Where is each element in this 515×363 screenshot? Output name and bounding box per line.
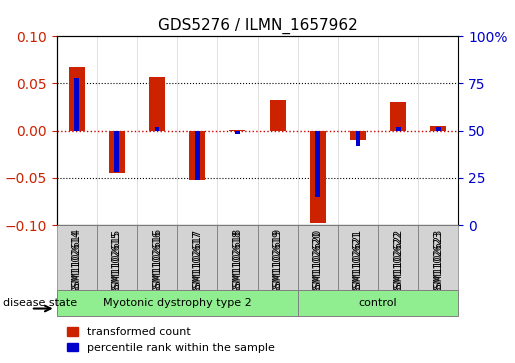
Text: GSM1102615: GSM1102615	[112, 230, 122, 295]
Text: GSM1102618: GSM1102618	[232, 230, 243, 295]
Text: GSM1102614: GSM1102614	[72, 230, 82, 295]
Text: GSM1102623: GSM1102623	[433, 230, 443, 295]
Bar	[390, 102, 406, 131]
Text: GSM1102622: GSM1102622	[393, 230, 403, 295]
Text: GSM1102623: GSM1102623	[433, 228, 443, 294]
Bar	[436, 127, 441, 131]
Text: control: control	[359, 298, 398, 308]
Bar	[269, 101, 286, 131]
Bar	[430, 126, 447, 131]
Text: GSM1102619: GSM1102619	[272, 228, 283, 293]
FancyBboxPatch shape	[137, 225, 177, 290]
Text: GSM1102614: GSM1102614	[72, 228, 82, 293]
Bar	[195, 131, 200, 180]
Text: GSM1102616: GSM1102616	[152, 230, 162, 295]
Bar	[109, 131, 125, 173]
Bar	[315, 131, 320, 197]
FancyBboxPatch shape	[57, 290, 298, 316]
Text: GSM1102617: GSM1102617	[192, 230, 202, 295]
Text: GSM1102617: GSM1102617	[192, 228, 202, 294]
FancyBboxPatch shape	[57, 225, 97, 290]
Text: GSM1102615: GSM1102615	[112, 228, 122, 294]
Text: GSM1102616: GSM1102616	[152, 228, 162, 293]
Bar	[229, 130, 246, 131]
FancyBboxPatch shape	[378, 225, 418, 290]
FancyBboxPatch shape	[338, 225, 378, 290]
FancyBboxPatch shape	[418, 225, 458, 290]
FancyBboxPatch shape	[298, 225, 338, 290]
Bar	[154, 127, 160, 131]
Bar	[68, 66, 85, 131]
Text: Myotonic dystrophy type 2: Myotonic dystrophy type 2	[103, 298, 251, 308]
Bar	[189, 131, 205, 180]
Text: GSM1102621: GSM1102621	[353, 230, 363, 295]
FancyBboxPatch shape	[298, 290, 458, 316]
Bar	[149, 77, 165, 131]
Legend: transformed count, percentile rank within the sample: transformed count, percentile rank withi…	[62, 323, 279, 358]
FancyBboxPatch shape	[258, 225, 298, 290]
Text: GSM1102622: GSM1102622	[393, 228, 403, 294]
Text: GSM1102620: GSM1102620	[313, 228, 323, 294]
Text: disease state: disease state	[3, 298, 77, 308]
Bar	[355, 131, 360, 146]
Bar	[310, 131, 326, 223]
Bar	[114, 131, 119, 172]
Bar	[235, 131, 240, 134]
FancyBboxPatch shape	[177, 225, 217, 290]
Text: GSM1102618: GSM1102618	[232, 228, 243, 293]
Bar	[396, 127, 401, 131]
FancyBboxPatch shape	[97, 225, 137, 290]
Text: GSM1102619: GSM1102619	[272, 230, 283, 295]
Bar	[74, 78, 79, 131]
Bar	[350, 131, 366, 140]
FancyBboxPatch shape	[217, 225, 258, 290]
Text: GSM1102620: GSM1102620	[313, 230, 323, 295]
Title: GDS5276 / ILMN_1657962: GDS5276 / ILMN_1657962	[158, 17, 357, 33]
Text: GSM1102621: GSM1102621	[353, 228, 363, 294]
